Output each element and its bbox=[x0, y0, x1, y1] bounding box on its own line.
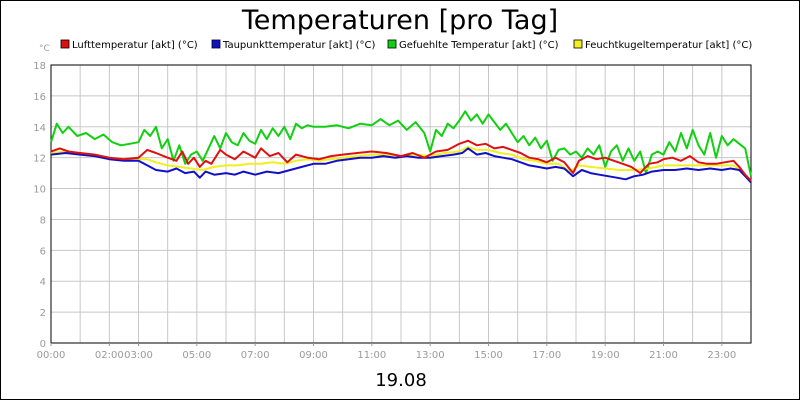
y-tick-label: 4 bbox=[40, 277, 46, 288]
x-tick-label: 03:00 bbox=[124, 350, 153, 361]
y-axis-unit: °C bbox=[39, 44, 50, 54]
y-tick-label: 12 bbox=[33, 154, 46, 165]
series-line bbox=[50, 147, 752, 184]
x-tick-label: 09:00 bbox=[299, 350, 328, 361]
y-axis-ticks: 0 2 4 6 8 10 12 14 16 18 bbox=[33, 61, 46, 350]
x-axis-date-label: 19.08 bbox=[375, 370, 427, 391]
plot-area-border bbox=[50, 64, 752, 344]
x-tick-label: 17:00 bbox=[532, 350, 561, 361]
legend-swatch bbox=[211, 39, 221, 49]
legend-label: Taupunkttemperatur [akt] (°C) bbox=[222, 40, 375, 51]
x-tick-label: 11:00 bbox=[357, 350, 386, 361]
legend-label: Lufttemperatur [akt] (°C) bbox=[72, 40, 198, 51]
x-tick-label: 07:00 bbox=[241, 350, 270, 361]
y-tick-label: 18 bbox=[33, 61, 46, 72]
x-tick-label: 19:00 bbox=[591, 350, 620, 361]
legend-label: Feuchtkugeltemperatur [akt] (°C) bbox=[585, 40, 752, 51]
series-line bbox=[50, 139, 752, 182]
x-tick-label: 02:00 bbox=[95, 350, 124, 361]
legend-label: Gefuehlte Temperatur [akt] (°C) bbox=[399, 40, 559, 51]
y-tick-label: 8 bbox=[40, 215, 46, 226]
legend: Lufttemperatur [akt] (°C) Taupunkttempera… bbox=[60, 39, 752, 51]
x-tick-label: 13:00 bbox=[416, 350, 445, 361]
x-tick-label: 05:00 bbox=[182, 350, 211, 361]
y-tick-label: 10 bbox=[33, 185, 46, 196]
y-tick-label: 2 bbox=[40, 308, 46, 319]
x-axis-ticks: 00:00 02:00 03:00 05:00 07:00 09:00 11:00 13:00… bbox=[37, 343, 736, 361]
x-tick-label: 21:00 bbox=[649, 350, 678, 361]
x-tick-label: 15:00 bbox=[474, 350, 503, 361]
y-tick-label: 14 bbox=[33, 123, 46, 134]
x-tick-label: 00:00 bbox=[37, 350, 66, 361]
x-tick-label: 23:00 bbox=[707, 350, 736, 361]
legend-swatch bbox=[387, 39, 397, 49]
y-tick-label: 0 bbox=[40, 339, 46, 350]
legend-swatch bbox=[573, 39, 583, 49]
series-lines bbox=[50, 110, 752, 184]
y-tick-label: 6 bbox=[40, 246, 46, 257]
grid bbox=[51, 65, 751, 343]
chart-title: Temperaturen [pro Tag] bbox=[241, 5, 558, 36]
y-tick-label: 16 bbox=[33, 92, 46, 103]
legend-swatch bbox=[60, 39, 70, 49]
